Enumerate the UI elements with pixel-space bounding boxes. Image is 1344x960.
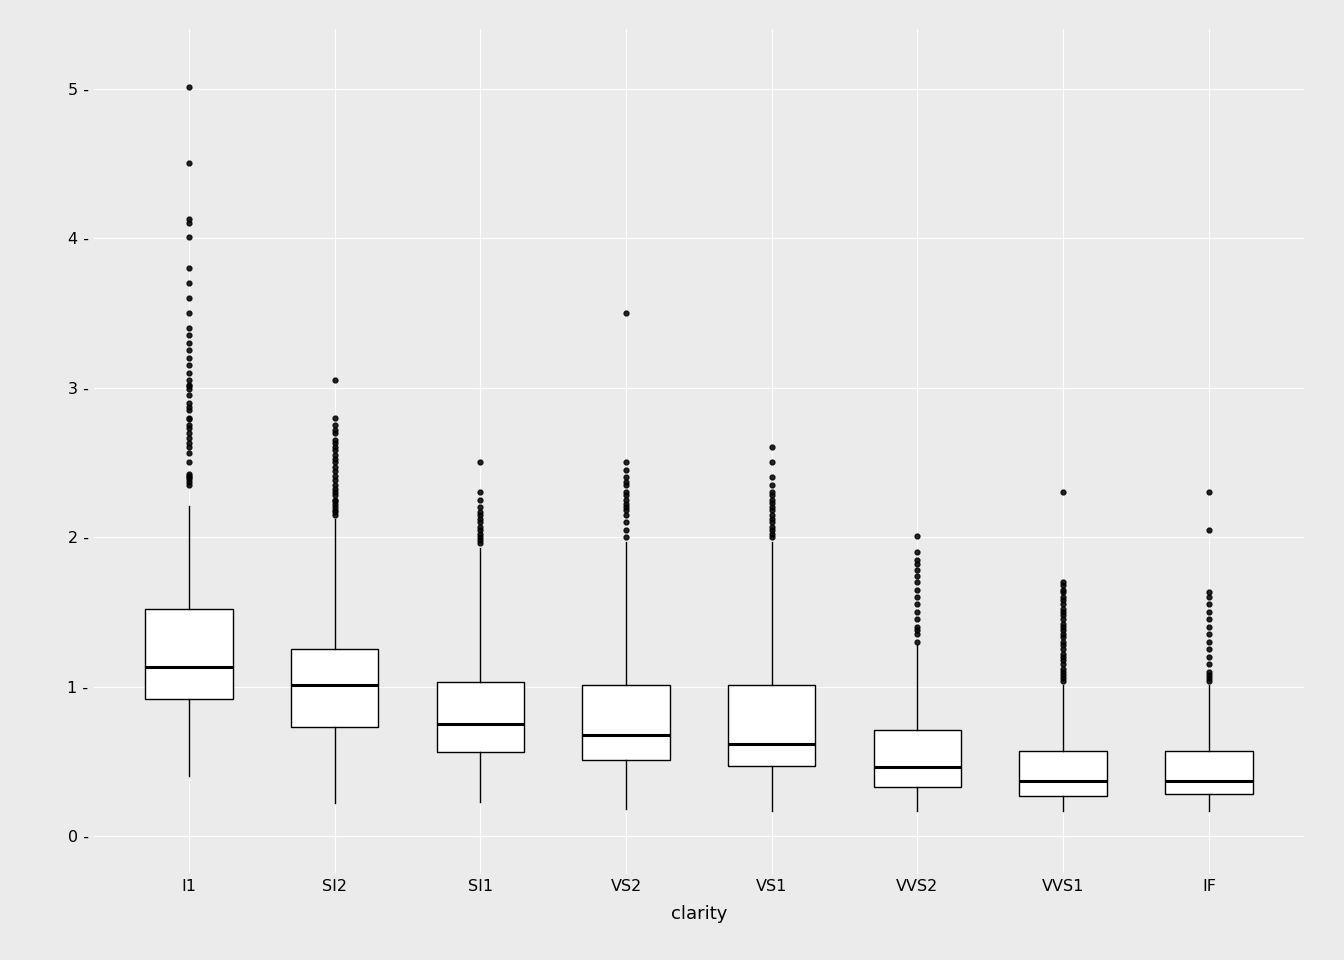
PathPatch shape [728, 685, 816, 766]
PathPatch shape [437, 683, 524, 753]
PathPatch shape [1165, 751, 1253, 794]
PathPatch shape [290, 649, 378, 727]
X-axis label: clarity: clarity [671, 905, 727, 924]
PathPatch shape [874, 730, 961, 787]
PathPatch shape [582, 685, 669, 760]
PathPatch shape [145, 609, 233, 699]
PathPatch shape [1020, 751, 1107, 796]
